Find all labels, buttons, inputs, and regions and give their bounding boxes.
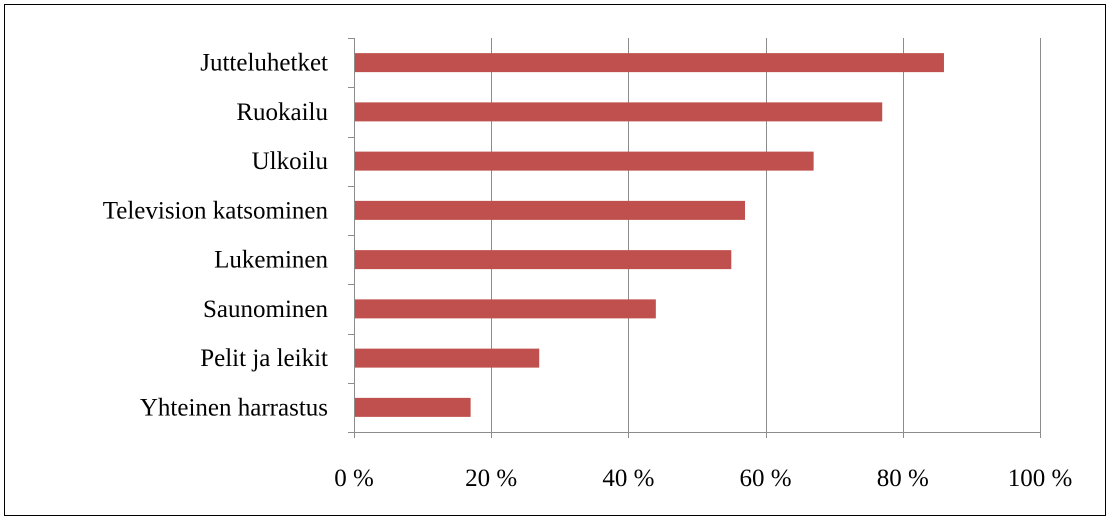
x-tick-label: 80 % xyxy=(877,465,929,492)
bar xyxy=(355,151,814,171)
category-label: Ruokailu xyxy=(236,99,328,126)
bar xyxy=(355,53,944,73)
x-tick-label: 60 % xyxy=(740,465,792,492)
category-label: Yhteinen harrastus xyxy=(140,394,328,421)
category-label: Saunominen xyxy=(203,296,328,323)
category-label: Pelit ja leikit xyxy=(200,345,328,372)
bar xyxy=(355,348,540,368)
labels: Yhteinen harrastus Pelit ja leikit Saunomi… xyxy=(103,50,1073,492)
category-label: Television katsominen xyxy=(103,197,329,224)
bar xyxy=(355,397,471,417)
bar xyxy=(355,102,883,122)
gridlines xyxy=(491,38,1041,432)
bar xyxy=(355,299,656,319)
x-tick-label: 40 % xyxy=(602,465,654,492)
axes xyxy=(348,38,1041,438)
category-label: Ulkoilu xyxy=(252,148,329,175)
x-tick-label: 100 % xyxy=(1008,465,1073,492)
category-label: Lukeminen xyxy=(214,247,328,274)
bars xyxy=(355,53,944,417)
bar xyxy=(355,200,746,220)
x-tick-label: 0 % xyxy=(334,465,374,492)
bar xyxy=(355,250,732,270)
x-tick-label: 20 % xyxy=(465,465,517,492)
category-label: Jutteluhetket xyxy=(200,50,328,77)
